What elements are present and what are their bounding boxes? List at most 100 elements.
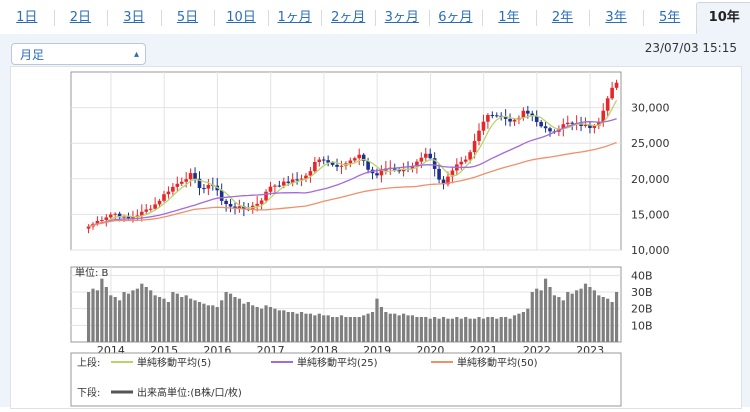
period-tab-0[interactable]: 1日 bbox=[16, 10, 38, 25]
interval-select[interactable]: 月足 ▴▾ bbox=[11, 43, 146, 82]
timestamp: 23/07/03 15:15 bbox=[644, 41, 737, 55]
volume-bar bbox=[472, 318, 477, 342]
volume-bars bbox=[86, 278, 619, 342]
volume-bar bbox=[215, 307, 219, 342]
candle-body bbox=[423, 153, 428, 158]
period-tab-12[interactable]: 5年 bbox=[658, 10, 681, 25]
volume-bar bbox=[326, 315, 330, 342]
candle-body bbox=[299, 178, 304, 180]
volume-bar bbox=[193, 300, 197, 342]
tab-separator bbox=[214, 10, 216, 26]
volume-bar bbox=[184, 295, 188, 342]
volume-bar bbox=[446, 318, 450, 342]
volume-bar bbox=[295, 313, 299, 342]
candle-body bbox=[188, 173, 193, 180]
candle-body bbox=[321, 159, 326, 161]
period-tab-8[interactable]: 6ヶ月 bbox=[438, 10, 473, 25]
volume-bar bbox=[242, 303, 246, 342]
volume-bar bbox=[535, 288, 539, 342]
volume-bar bbox=[264, 305, 268, 342]
volume-bar bbox=[517, 313, 521, 342]
volume-bar bbox=[246, 302, 250, 342]
candle-body bbox=[459, 161, 464, 165]
volume-bar bbox=[233, 297, 237, 342]
candle-body bbox=[131, 217, 135, 219]
volume-tick-label: 20B bbox=[631, 303, 653, 316]
volume-tick-label: 10B bbox=[631, 319, 653, 332]
volume-bar bbox=[419, 317, 423, 342]
volume-bar bbox=[162, 298, 166, 342]
period-tab-6[interactable]: 2ヶ月 bbox=[331, 10, 366, 25]
volume-bar bbox=[91, 288, 95, 342]
volume-bar bbox=[189, 298, 193, 342]
candle-body bbox=[539, 121, 543, 127]
candle-body bbox=[361, 154, 366, 162]
tab-separator bbox=[589, 10, 591, 26]
candle-body bbox=[410, 166, 415, 169]
period-tab-7[interactable]: 3ヶ月 bbox=[384, 10, 419, 25]
volume-bar bbox=[104, 287, 108, 342]
candle-body bbox=[108, 214, 113, 218]
volume-bar bbox=[197, 302, 202, 342]
candle-body bbox=[486, 114, 490, 122]
candle-body bbox=[135, 215, 140, 218]
candle-body bbox=[100, 219, 104, 221]
volume-bar bbox=[512, 315, 517, 342]
volume-bar bbox=[113, 297, 117, 342]
tab-separator bbox=[482, 10, 484, 26]
legend-item-label: 単純移動平均(25) bbox=[297, 356, 378, 369]
volume-bar bbox=[379, 307, 384, 342]
candle-body bbox=[375, 173, 379, 176]
candle-body bbox=[242, 206, 246, 210]
period-tab-2[interactable]: 3日 bbox=[123, 10, 145, 25]
period-tab-1[interactable]: 2日 bbox=[69, 10, 91, 25]
volume-bar bbox=[495, 318, 499, 342]
candle-body bbox=[228, 204, 233, 207]
candle-body bbox=[104, 217, 109, 220]
candle-body bbox=[543, 126, 548, 129]
volume-bar bbox=[388, 313, 392, 342]
volume-bar bbox=[357, 317, 361, 342]
period-tab-11[interactable]: 3年 bbox=[605, 10, 627, 25]
volume-bar bbox=[504, 317, 508, 342]
volume-unit-label: 単位: B bbox=[75, 266, 109, 279]
candle-body bbox=[432, 158, 437, 169]
ma5-line bbox=[88, 99, 618, 228]
candle-body bbox=[175, 183, 180, 187]
period-tab-13[interactable]: 10年 bbox=[696, 2, 750, 34]
candle-body bbox=[86, 226, 91, 229]
volume-bar bbox=[375, 298, 379, 342]
candle-body bbox=[184, 179, 188, 182]
candle-body bbox=[113, 213, 117, 215]
period-tab-5[interactable]: 1ヶ月 bbox=[277, 10, 312, 25]
candle-body bbox=[379, 170, 384, 176]
volume-bar bbox=[313, 315, 317, 342]
period-tab-9[interactable]: 1年 bbox=[498, 10, 520, 25]
tab-separator bbox=[321, 10, 323, 26]
volume-bar bbox=[273, 308, 277, 342]
period-tab-4[interactable]: 10日 bbox=[226, 10, 256, 25]
volume-bar bbox=[180, 297, 184, 342]
volume-bar bbox=[335, 317, 339, 342]
volume-bar bbox=[166, 302, 171, 342]
period-tab-10[interactable]: 2年 bbox=[551, 10, 574, 25]
candle-body bbox=[503, 116, 508, 119]
volume-bar bbox=[459, 318, 463, 342]
tab-separator bbox=[696, 10, 698, 26]
candle-body bbox=[548, 128, 552, 132]
volume-bar bbox=[308, 313, 313, 342]
candle-body bbox=[605, 98, 610, 111]
volume-bar bbox=[255, 307, 259, 342]
candle-body bbox=[122, 216, 126, 218]
tab-separator bbox=[160, 10, 162, 26]
candle-body bbox=[259, 200, 264, 204]
candle-body bbox=[166, 191, 171, 195]
candle-body bbox=[437, 168, 441, 180]
tab-separator bbox=[107, 10, 109, 26]
volume-bar bbox=[131, 290, 135, 342]
candle-body bbox=[601, 110, 606, 122]
period-tab-3[interactable]: 5日 bbox=[176, 10, 199, 25]
chart-container: 30,000 25,000 20,000 15,000 10,000 40B 30B 20B 1… bbox=[10, 66, 742, 409]
volume-bar bbox=[140, 283, 144, 342]
volume-bar bbox=[508, 318, 512, 342]
